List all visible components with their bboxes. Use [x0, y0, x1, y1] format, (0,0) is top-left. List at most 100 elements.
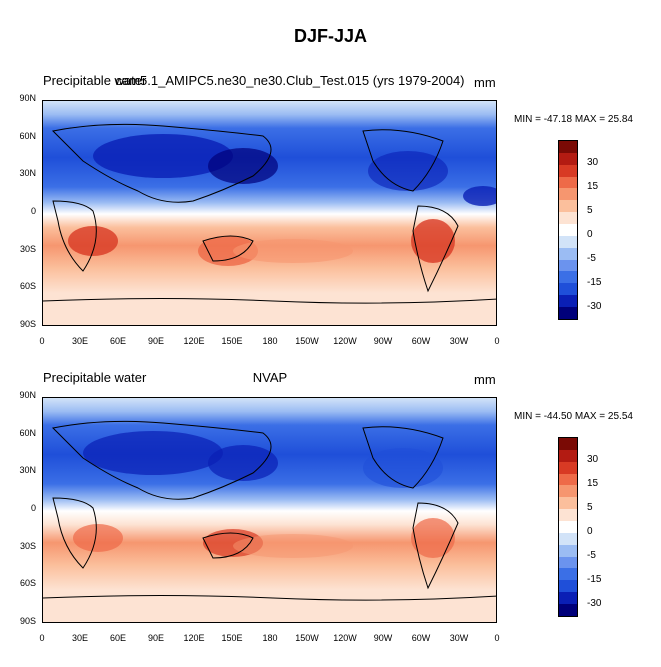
- colorbar-label: -5: [587, 550, 596, 561]
- map-plot: [42, 100, 497, 326]
- colorbar-label: -5: [587, 253, 596, 264]
- precip-map-svg: [43, 398, 496, 622]
- colorbar-swatch: [559, 295, 577, 308]
- lat-label: 30N: [19, 168, 36, 178]
- colorbar-swatch: [559, 568, 577, 581]
- colorbar-label: -30: [587, 598, 602, 609]
- lon-label: 90E: [147, 633, 164, 643]
- colorbar-label: 30: [587, 454, 599, 465]
- lat-label: 60S: [19, 281, 36, 291]
- lon-label: 90W: [373, 633, 393, 643]
- panel-center-title: NVAP: [252, 370, 288, 385]
- lat-label: 30S: [19, 244, 36, 254]
- lon-label: 90E: [147, 336, 164, 346]
- colorbar-label: -15: [587, 574, 602, 585]
- lat-label: 0: [30, 206, 36, 216]
- lon-label: 0: [39, 633, 45, 643]
- panel-left-title: Precipitable water: [43, 73, 147, 88]
- lat-label: 30N: [19, 465, 36, 475]
- lon-label: 60E: [109, 336, 126, 346]
- colorbar-label: 0: [587, 229, 593, 240]
- colorbar-swatch: [559, 461, 577, 474]
- colorbar-swatch: [559, 176, 577, 189]
- lat-label: 60N: [19, 428, 36, 438]
- lon-label: 60E: [109, 633, 126, 643]
- lon-label: 0: [494, 336, 500, 346]
- lon-label: 150W: [295, 336, 319, 346]
- lon-label: 180: [262, 633, 278, 643]
- colorbar-swatch: [559, 485, 577, 498]
- precip-map-svg: [43, 101, 496, 325]
- colorbar-swatch: [559, 532, 577, 545]
- lon-label: 30E: [71, 336, 88, 346]
- colorbar-swatch: [559, 544, 577, 557]
- lat-label: 30S: [19, 541, 36, 551]
- colorbar-swatch: [559, 473, 577, 486]
- lat-label: 60S: [19, 578, 36, 588]
- lon-label: 120E: [183, 633, 205, 643]
- lat-label: 0: [30, 503, 36, 513]
- lon-label: 150E: [221, 633, 243, 643]
- lon-label: 0: [39, 336, 45, 346]
- panel-minmax: MIN = -47.18 MAX = 25.84: [514, 114, 633, 125]
- colorbar-label: 30: [587, 157, 599, 168]
- colorbar-swatch: [559, 604, 577, 616]
- colorbar-label: -15: [587, 277, 602, 288]
- colorbar-label: 0: [587, 526, 593, 537]
- colorbar-swatch: [559, 152, 577, 165]
- panel-left-title: Precipitable water: [43, 370, 147, 385]
- colorbar-swatch: [559, 449, 577, 462]
- colorbar-label: 5: [587, 205, 593, 216]
- colorbar-swatch: [559, 224, 577, 236]
- lat-label: 90N: [19, 390, 36, 400]
- lon-label: 60W: [411, 336, 431, 346]
- colorbar-swatch: [559, 188, 577, 201]
- panel-center-title: cam5.1_AMIPC5.ne30_ne30.Club_Test.015 (y…: [115, 73, 465, 88]
- lon-label: 150E: [221, 336, 243, 346]
- map-plot: [42, 397, 497, 623]
- colorbar-swatch: [559, 164, 577, 177]
- colorbar-swatch: [559, 235, 577, 248]
- colorbar-swatch: [559, 259, 577, 272]
- lon-label: 30W: [449, 336, 469, 346]
- colorbar-label: 5: [587, 502, 593, 513]
- colorbar-swatch: [559, 271, 577, 284]
- colorbar: [558, 140, 578, 320]
- lon-label: 90W: [373, 336, 393, 346]
- colorbar-swatch: [559, 592, 577, 605]
- lat-label: 60N: [19, 131, 36, 141]
- colorbar: [558, 437, 578, 617]
- lat-label: 90N: [19, 93, 36, 103]
- colorbar-swatch: [559, 307, 577, 319]
- lat-label: 90S: [19, 319, 36, 329]
- lon-label: 180: [262, 336, 278, 346]
- colorbar-swatch: [559, 509, 577, 522]
- colorbar-label: -30: [587, 301, 602, 312]
- lon-label: 0: [494, 633, 500, 643]
- colorbar-swatch: [559, 438, 577, 450]
- panel-minmax: MIN = -44.50 MAX = 25.54: [514, 411, 633, 422]
- panel-units: mm: [474, 372, 496, 387]
- colorbar-swatch: [559, 141, 577, 153]
- lat-label: 90S: [19, 616, 36, 626]
- panel-obs: Precipitable water NVAP mm MIN = -44.50 …: [0, 367, 661, 667]
- figure-title: DJF-JJA: [293, 26, 368, 46]
- lon-label: 120W: [333, 633, 357, 643]
- lon-label: 60W: [411, 633, 431, 643]
- panel-model: Precipitable water cam5.1_AMIPC5.ne30_ne…: [0, 70, 661, 370]
- panel-units: mm: [474, 75, 496, 90]
- lon-label: 30E: [71, 633, 88, 643]
- colorbar-label: 15: [587, 181, 599, 192]
- lon-label: 120E: [183, 336, 205, 346]
- colorbar-swatch: [559, 247, 577, 260]
- colorbar-swatch: [559, 521, 577, 533]
- lon-label: 30W: [449, 633, 469, 643]
- colorbar-swatch: [559, 212, 577, 225]
- colorbar-swatch: [559, 556, 577, 569]
- lon-label: 120W: [333, 336, 357, 346]
- colorbar-swatch: [559, 200, 577, 213]
- colorbar-label: 15: [587, 478, 599, 489]
- colorbar-swatch: [559, 580, 577, 593]
- colorbar-swatch: [559, 497, 577, 510]
- lon-label: 150W: [295, 633, 319, 643]
